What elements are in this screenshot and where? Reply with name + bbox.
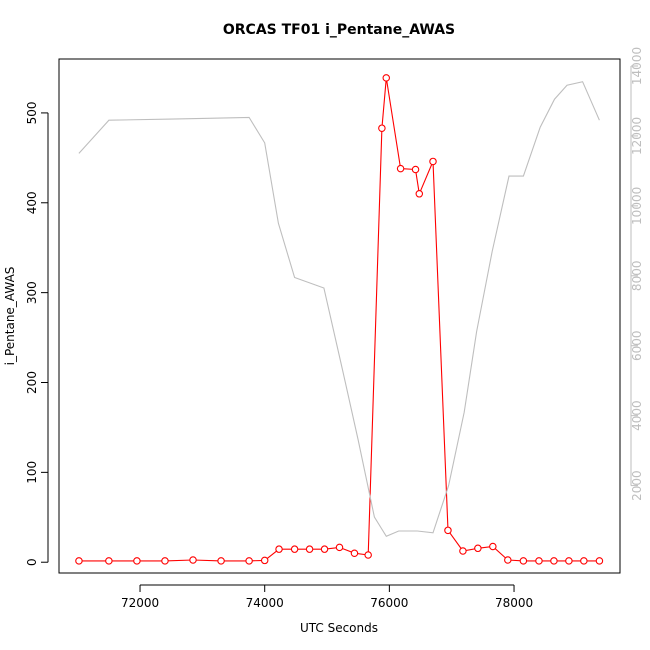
data-point	[504, 556, 512, 564]
y-axis-right: 2000 4000 6000 8000 10000 12000 14000	[630, 47, 644, 501]
y2-tick-label: 10000	[630, 187, 644, 225]
y-tick-label: 100	[25, 461, 39, 484]
primary-series-line	[78, 77, 600, 562]
data-point	[364, 551, 372, 559]
x-tick-label: 78000	[495, 596, 533, 610]
data-point	[550, 557, 558, 565]
data-point	[161, 557, 169, 565]
series-layer	[75, 74, 604, 565]
x-axis-label: UTC Seconds	[300, 621, 378, 635]
data-point	[275, 545, 283, 553]
x-tick-label: 72000	[121, 596, 159, 610]
data-point	[245, 557, 253, 565]
secondary-series-line	[78, 81, 600, 537]
y-axis-left: 0 100 200 300 400 500	[25, 101, 49, 566]
y2-tick-label: 8000	[630, 261, 644, 292]
y2-tick-label: 4000	[630, 400, 644, 431]
x-axis: 72000 74000 76000 78000	[121, 584, 533, 610]
data-point	[378, 124, 386, 132]
data-point	[133, 557, 141, 565]
data-point	[75, 557, 83, 565]
data-point	[217, 557, 225, 565]
y-tick-label: 400	[25, 191, 39, 214]
data-point	[429, 157, 437, 166]
data-point	[260, 556, 269, 565]
data-point	[320, 545, 329, 553]
data-point	[474, 544, 482, 553]
y-tick-label: 500	[25, 101, 39, 124]
data-point	[415, 190, 424, 198]
data-point	[396, 164, 405, 173]
data-point	[382, 74, 390, 82]
data-point	[290, 545, 299, 553]
y2-tick-label: 14000	[630, 47, 644, 85]
data-point	[580, 557, 588, 565]
y2-tick-label: 12000	[630, 117, 644, 155]
data-point	[565, 557, 573, 565]
data-point	[105, 557, 113, 565]
chart-title: ORCAS TF01 i_Pentane_AWAS	[223, 22, 455, 38]
data-point	[595, 557, 604, 565]
data-point	[519, 557, 528, 565]
x-tick-label: 76000	[370, 596, 408, 610]
y-tick-label: 0	[25, 558, 39, 566]
y2-tick-label: 6000	[630, 330, 644, 361]
data-point	[411, 165, 420, 174]
data-point	[489, 542, 497, 551]
data-point	[444, 526, 452, 535]
data-point	[535, 557, 543, 565]
data-point	[305, 545, 314, 553]
y2-tick-label: 2000	[630, 470, 644, 501]
y-tick-label: 300	[25, 281, 39, 304]
data-point	[189, 556, 197, 564]
y-axis-label: i_Pentane_AWAS	[3, 267, 17, 366]
x-tick-label: 74000	[246, 596, 284, 610]
data-point	[335, 543, 344, 552]
data-point	[350, 549, 359, 557]
data-point	[459, 547, 467, 555]
y-tick-label: 200	[25, 371, 39, 394]
plot-frame	[58, 58, 621, 574]
